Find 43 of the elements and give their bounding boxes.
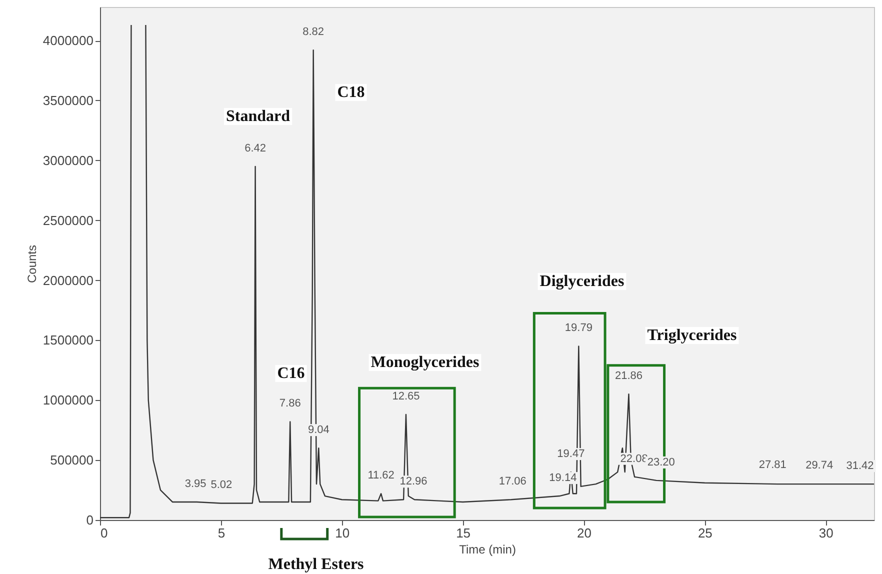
y-tick-label: 2000000 xyxy=(42,272,94,288)
annotation: 5.02 xyxy=(210,479,232,492)
annotation: 6.42 xyxy=(244,142,266,154)
x-tick-label: 25 xyxy=(698,526,712,540)
y-tick-label: 1000000 xyxy=(42,392,94,408)
y-axis-title: Counts xyxy=(24,244,39,284)
annotation: 3.95 xyxy=(184,478,206,490)
annotation: 12.65 xyxy=(392,390,420,403)
annotation: C16 xyxy=(277,365,305,382)
y-tick-label: 0 xyxy=(86,512,94,528)
text: Methyl Esters xyxy=(268,556,364,573)
annotation: 23.20 xyxy=(647,456,675,468)
annotation: 29.74 xyxy=(806,459,834,472)
y-tick-label: 1500000 xyxy=(42,332,94,348)
annotation: Triglycerides xyxy=(647,327,737,344)
x-tick-label: 20 xyxy=(577,526,592,540)
y-tick-label: 2500000 xyxy=(42,212,94,228)
annotation: 19.79 xyxy=(564,322,592,334)
x-tick-label: 5 xyxy=(218,526,226,540)
annotation: Monoglycerides xyxy=(370,354,480,371)
annotation: 8.82 xyxy=(302,26,324,38)
annotation: 9.04 xyxy=(308,424,330,436)
annotation: 19.14 xyxy=(549,472,577,484)
x-tick-label: 15 xyxy=(456,526,471,540)
annotation: 17.06 xyxy=(498,476,526,488)
annotation: 19.47 xyxy=(557,448,585,460)
annotation: Standard xyxy=(226,108,290,125)
annotation: 11.62 xyxy=(368,470,394,482)
annotation: 21.86 xyxy=(614,370,643,382)
annotation: C18 xyxy=(337,84,365,101)
annotation: 27.81 xyxy=(758,458,786,471)
annotation: 12.96 xyxy=(400,476,428,488)
y-tick-label: 3000000 xyxy=(42,152,94,168)
x-tick-label: 10 xyxy=(335,526,350,540)
annotation: 7.86 xyxy=(279,398,301,410)
annotation: 31.42 xyxy=(846,460,874,472)
y-tick-label: 3500000 xyxy=(42,92,94,108)
y-tick-label: 4000000 xyxy=(42,33,94,48)
x-tick-label: 0 xyxy=(100,526,108,540)
annotation: Diglycerides xyxy=(540,273,624,290)
x-axis-title: Time (min) xyxy=(459,542,516,556)
x-tick-label: 30 xyxy=(818,526,834,540)
y-tick-label: 500000 xyxy=(50,452,94,468)
